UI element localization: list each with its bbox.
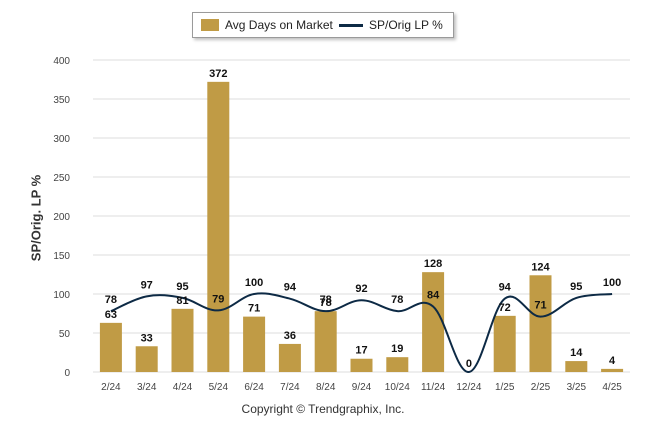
- y-tick-label: 300: [53, 134, 70, 145]
- x-tick-label: 2/24: [101, 382, 121, 393]
- line-value-label: 92: [355, 283, 367, 295]
- y-tick-label: 250: [53, 173, 70, 184]
- bar-value-label: 71: [248, 303, 260, 315]
- line-series: [110, 292, 613, 373]
- bar-value-label: 63: [105, 309, 117, 321]
- legend-item-line: SP/Orig LP %: [339, 18, 443, 32]
- y-tick-label: 350: [53, 95, 70, 106]
- line-value-label: 78: [391, 294, 403, 306]
- bar: [565, 361, 588, 372]
- x-tick-label: 11/24: [421, 382, 446, 393]
- bar-value-label: 19: [391, 343, 403, 355]
- x-tick-label: 10/24: [385, 382, 410, 393]
- line-value-label: 95: [176, 281, 188, 293]
- bar-value-label: 128: [424, 258, 442, 270]
- line-value-label: 78: [320, 294, 332, 306]
- x-tick-label: 8/24: [316, 382, 336, 393]
- bar-value-label: 81: [176, 295, 188, 307]
- line-value-label: 78: [105, 294, 117, 306]
- bar-value-label: 124: [531, 261, 550, 273]
- y-tick-label: 150: [53, 251, 70, 262]
- legend-bar-swatch: [201, 19, 219, 31]
- legend-line-swatch: [339, 23, 363, 27]
- bar: [493, 315, 516, 372]
- line-value-label: 97: [141, 279, 153, 291]
- bar-value-label: 36: [284, 330, 296, 342]
- x-tick-label: 6/24: [244, 382, 264, 393]
- x-tick-label: 12/24: [456, 382, 481, 393]
- bar-value-label: 78: [320, 297, 332, 309]
- y-tick-label: 50: [59, 329, 71, 340]
- line-value-label: 84: [427, 289, 440, 301]
- bar: [386, 357, 409, 372]
- legend-line-label: SP/Orig LP %: [369, 18, 443, 32]
- x-tick-label: 7/24: [280, 382, 300, 393]
- bar: [171, 308, 194, 372]
- x-tick-label: 4/25: [602, 382, 622, 393]
- bar-value-label: 372: [209, 68, 227, 80]
- bar-value-label: 0: [466, 358, 472, 370]
- bar: [601, 368, 624, 372]
- line-value-label: 94: [499, 282, 512, 294]
- bar: [350, 358, 373, 372]
- bar-value-label: 17: [355, 345, 367, 357]
- legend-item-bar: Avg Days on Market: [201, 18, 333, 32]
- x-tick-label: 2/25: [531, 382, 551, 393]
- x-tick-label: 3/24: [137, 382, 157, 393]
- line-value-label: 71: [534, 300, 546, 312]
- line-value-label: 100: [245, 277, 263, 289]
- bar: [207, 81, 230, 372]
- x-tick-label: 1/25: [495, 382, 515, 393]
- bar: [529, 275, 552, 372]
- y-tick-label: 100: [53, 290, 70, 301]
- y-axis-label: SP/Orig. LP %: [28, 174, 44, 262]
- bar-value-label: 72: [499, 302, 511, 314]
- bar: [422, 272, 445, 372]
- bar: [278, 343, 301, 372]
- bar: [243, 316, 266, 372]
- x-tick-label: 9/24: [352, 382, 372, 393]
- x-tick-label: 4/24: [173, 382, 193, 393]
- y-tick-label: 0: [64, 368, 70, 379]
- line-value-label: 79: [212, 293, 224, 305]
- bar-value-label: 33: [141, 332, 153, 344]
- x-tick-label: 3/25: [567, 382, 587, 393]
- bar-value-label: 4: [609, 355, 616, 367]
- line-value-label: 100: [603, 277, 621, 289]
- bar: [99, 322, 122, 372]
- bar: [135, 346, 158, 372]
- legend: Avg Days on Market SP/Orig LP %: [192, 12, 454, 38]
- copyright-text: Copyright © Trendgraphix, Inc.: [241, 402, 405, 416]
- line-value-label: 95: [570, 281, 582, 293]
- x-tick-label: 5/24: [209, 382, 229, 393]
- bar-value-label: 14: [570, 347, 583, 359]
- legend-bar-label: Avg Days on Market: [225, 18, 333, 32]
- y-tick-label: 400: [53, 56, 70, 67]
- line-value-label: 94: [284, 282, 297, 294]
- bar: [314, 311, 337, 372]
- y-tick-label: 200: [53, 212, 70, 223]
